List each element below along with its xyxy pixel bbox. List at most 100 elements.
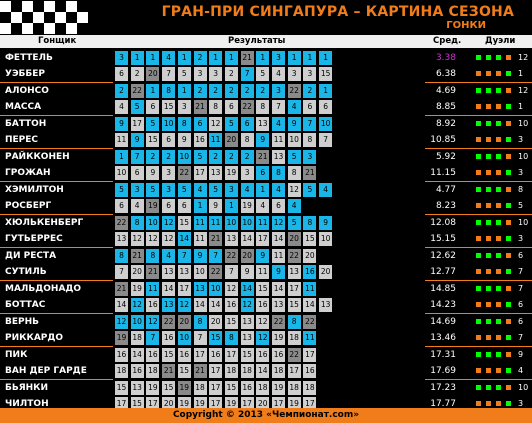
- average-value: 5.92: [435, 152, 456, 162]
- duel-square: [476, 170, 481, 175]
- duel-square: [506, 203, 511, 208]
- duel-square: [486, 170, 491, 175]
- result-cell: 2: [209, 84, 223, 98]
- duel-square: [506, 401, 511, 406]
- result-cell: 17: [193, 348, 207, 362]
- duel-square: [476, 104, 481, 109]
- result-cell: 8: [303, 216, 317, 230]
- duel-square: [506, 253, 511, 258]
- result-cell: 17: [177, 282, 191, 296]
- result-cell: 19: [146, 381, 160, 395]
- duel-square: [496, 352, 501, 357]
- result-cell: 20: [256, 397, 270, 411]
- result-cell: 12: [130, 232, 144, 246]
- average-value: 8.23: [435, 201, 456, 211]
- duel-square: [506, 71, 511, 76]
- result-cell: 8: [146, 249, 160, 263]
- result-cell: 9: [130, 133, 144, 147]
- duel-square: [476, 352, 481, 357]
- result-cell: 10: [319, 117, 333, 131]
- result-cell: 19: [193, 397, 207, 411]
- result-cell: 1: [224, 51, 238, 65]
- result-cell: 1: [224, 199, 238, 213]
- result-cell: 17: [130, 117, 144, 131]
- duel-square: [476, 55, 481, 60]
- duel-square: [496, 269, 501, 274]
- driver-name: ХЮЛЬКЕНБЕРГ: [0, 215, 113, 231]
- result-cell: 15: [224, 381, 238, 395]
- result-cell: 10: [287, 133, 301, 147]
- result-cell: 9: [146, 166, 160, 180]
- team-separator: [425, 82, 532, 83]
- col-average: Сред.: [433, 36, 462, 46]
- result-cell: 2: [224, 67, 238, 81]
- duel-square: [506, 137, 511, 142]
- duel-square: [506, 385, 511, 390]
- duel-square: [476, 368, 481, 373]
- duel-square: [476, 220, 481, 225]
- result-cell: 13: [130, 381, 144, 395]
- result-cell: 9: [209, 199, 223, 213]
- result-cell: 15: [146, 133, 160, 147]
- result-cell: 16: [272, 348, 285, 362]
- duel-square: [476, 88, 481, 93]
- result-cell: 10: [193, 265, 207, 279]
- average-value: 10.85: [430, 135, 456, 145]
- page-subtitle: ГОНКИ: [446, 20, 486, 31]
- result-cell: 8: [193, 315, 207, 329]
- result-cell: 1: [256, 183, 270, 197]
- duel-square: [476, 385, 481, 390]
- result-cell: 15: [177, 216, 191, 230]
- team-block: ВЕРНЬ 12 10 12 22 20 8 20 15 13 12 22 8 22 14.69 6 РИККА…: [0, 313, 532, 347]
- result-cell: 20: [130, 265, 144, 279]
- result-cell: 20: [240, 249, 254, 263]
- result-cell: 6: [146, 100, 160, 114]
- result-cell: 22: [177, 166, 191, 180]
- result-cell: 13: [193, 282, 207, 296]
- duel-count: 7: [518, 333, 524, 342]
- driver-name: МАССА: [0, 99, 113, 115]
- result-cell: 15: [303, 232, 317, 246]
- result-cell: 15: [240, 348, 254, 362]
- average-value: 14.85: [430, 284, 456, 294]
- result-cell: 15: [319, 67, 333, 81]
- team-separator: [0, 280, 113, 281]
- result-cell: 6: [193, 117, 207, 131]
- team-separator: [425, 181, 532, 182]
- result-cell: 13: [115, 232, 128, 246]
- duel-square: [486, 319, 491, 324]
- result-cell: 21: [240, 51, 254, 65]
- col-driver: Гонщик: [38, 36, 77, 46]
- result-cell: 12: [256, 315, 270, 329]
- team-separator: [425, 214, 532, 215]
- result-cell: 2: [209, 150, 223, 164]
- column-header: Гонщик Результаты Сред. Дуэли: [0, 35, 532, 48]
- result-cell: 10: [162, 117, 176, 131]
- result-cell: 17: [193, 166, 207, 180]
- result-cell: 16: [303, 265, 317, 279]
- duel-square: [476, 269, 481, 274]
- col-results: Результаты: [228, 36, 286, 46]
- result-cell: 20: [177, 315, 191, 329]
- result-cell: 1: [193, 199, 207, 213]
- result-cell: 7: [319, 133, 333, 147]
- result-cell: 14: [162, 282, 176, 296]
- duel-square: [506, 154, 511, 159]
- duel-count: 10: [518, 152, 529, 161]
- team-block: РАЙККОНЕН 1 7 2 2 10 5 2 2 2 21 13 5 3 5.92 10 ГРОЖАН 10 6…: [0, 148, 532, 182]
- result-cell: 3: [272, 51, 285, 65]
- duel-count: 10: [518, 119, 529, 128]
- result-cell: 19: [224, 397, 238, 411]
- result-cell: 22: [209, 265, 223, 279]
- duel-square: [486, 352, 491, 357]
- duel-square: [486, 154, 491, 159]
- result-cell: 18: [256, 381, 270, 395]
- result-cell: 14: [256, 364, 270, 378]
- duel-count: 10: [518, 383, 529, 392]
- result-cell: 8: [287, 166, 301, 180]
- result-cell: 13: [240, 331, 254, 345]
- result-cell: 6: [162, 199, 176, 213]
- col-duels: Дуэли: [485, 36, 516, 46]
- driver-name: БОТТАС: [0, 297, 113, 313]
- duel-square: [486, 137, 491, 142]
